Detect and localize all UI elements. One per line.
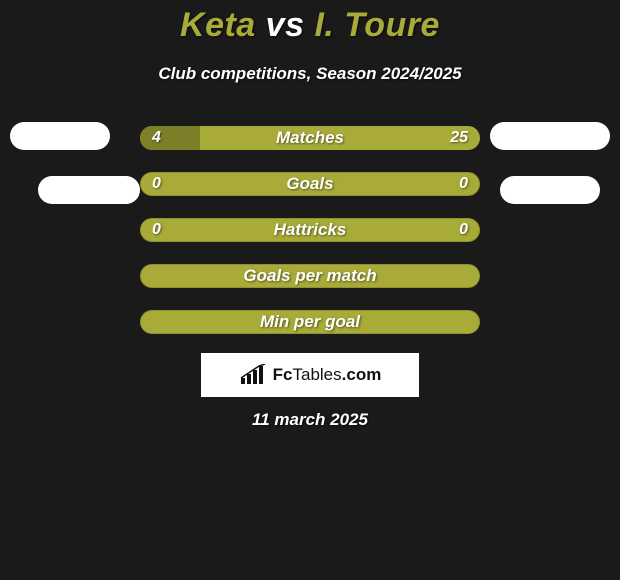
stat-bar-label: Goals (140, 172, 480, 196)
stat-bar: Min per goal (140, 310, 480, 334)
bar-chart-icon (239, 364, 267, 386)
stat-bar: Matches4 25 (140, 126, 480, 150)
stat-bar: Goals0 0 (140, 172, 480, 196)
stat-bar-label: Goals per match (140, 264, 480, 288)
logo-text-c: .com (342, 365, 382, 384)
stat-bar-value-p1: 0 (152, 218, 161, 242)
fctables-logo: FcTables.com (201, 353, 419, 397)
decorative-pill (10, 122, 110, 150)
player1-name: Keta (180, 6, 256, 44)
stat-bar: Hattricks0 0 (140, 218, 480, 242)
stat-bar-label: Min per goal (140, 310, 480, 334)
logo-text: FcTables.com (273, 365, 382, 385)
decorative-pill (490, 122, 610, 150)
stat-bar-value-p2: 25 (450, 126, 468, 150)
subtitle: Club competitions, Season 2024/2025 (0, 64, 620, 84)
stat-bar-label: Matches (140, 126, 480, 150)
decorative-pill (38, 176, 140, 204)
stats-comparison-card: Keta vs I. Toure Club competitions, Seas… (0, 0, 620, 580)
stat-bar-value-p2: 0 (459, 172, 468, 196)
stat-bar-value-p1: 4 (152, 126, 161, 150)
stat-bar-value-p2: 0 (459, 218, 468, 242)
date-label: 11 march 2025 (0, 410, 620, 430)
logo-text-b: Tables (293, 365, 342, 384)
stat-bar-label: Hattricks (140, 218, 480, 242)
decorative-pill (500, 176, 600, 204)
player2-name: I. Toure (314, 6, 440, 44)
stat-bar: Goals per match (140, 264, 480, 288)
vs-separator: vs (256, 6, 315, 44)
logo-text-a: Fc (273, 365, 293, 384)
page-title: Keta vs I. Toure (0, 6, 620, 45)
stat-bar-value-p1: 0 (152, 172, 161, 196)
